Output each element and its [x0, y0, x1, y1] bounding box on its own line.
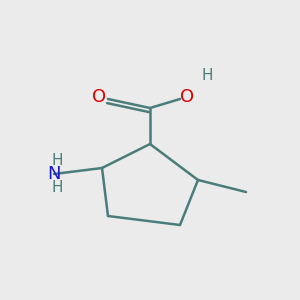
- Text: H: H: [51, 153, 63, 168]
- Text: O: O: [180, 88, 195, 106]
- Text: O: O: [92, 88, 106, 106]
- Text: N: N: [47, 165, 61, 183]
- Text: H: H: [51, 180, 63, 195]
- Text: H: H: [201, 68, 213, 82]
